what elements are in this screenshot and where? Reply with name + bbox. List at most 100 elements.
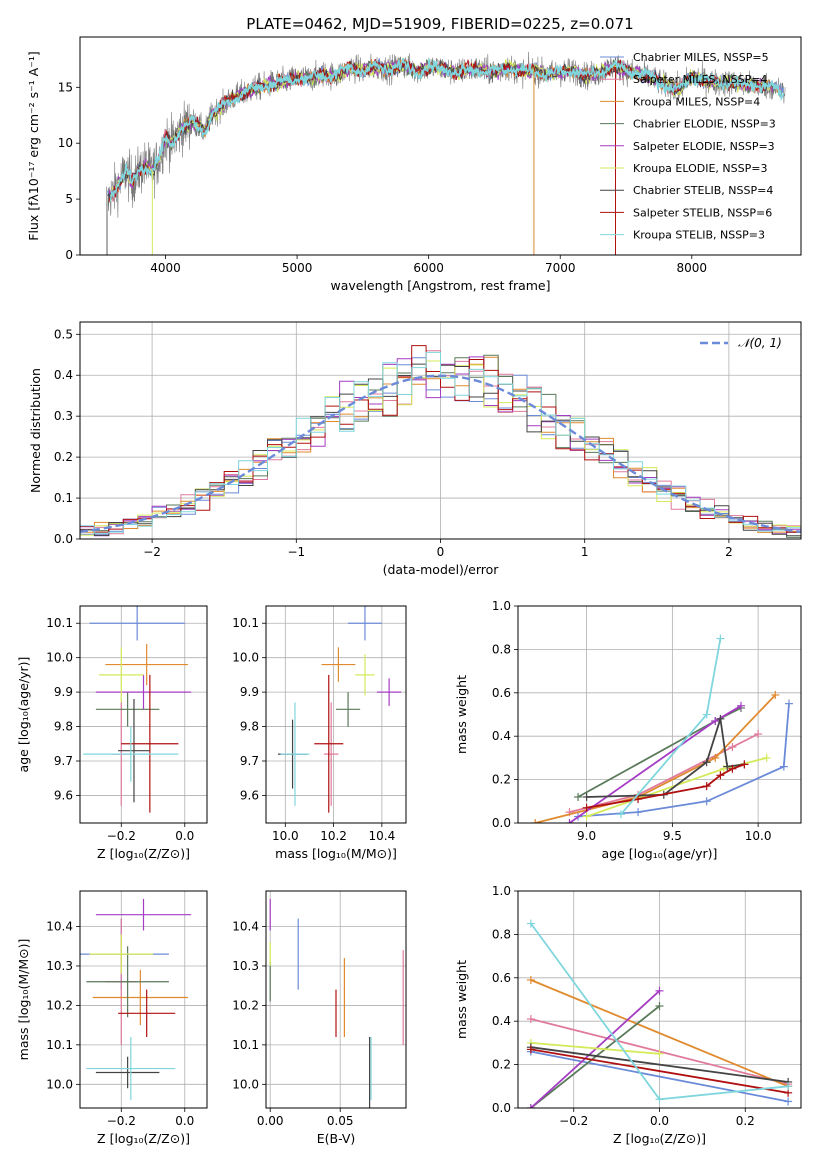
error-cross-point [83, 726, 179, 782]
y-tick-label: 0.6 [492, 971, 511, 985]
plus-marker [702, 710, 711, 719]
x-tick-label: 9.0 [577, 829, 596, 843]
y-axis-label: mass weight [454, 675, 469, 754]
normal-curve-line [80, 374, 801, 533]
axes-frame [265, 890, 407, 1109]
plus-marker [634, 808, 643, 817]
x-tick-label: 0.2 [736, 1114, 755, 1128]
plus-marker [716, 714, 725, 723]
error-cross-point [86, 946, 169, 1018]
x-axis-label: mass [log₁₀(M/M⊙)] [275, 846, 397, 861]
error-cross-point [95, 898, 192, 931]
plus-marker [711, 717, 720, 726]
plus-marker [723, 762, 732, 771]
plus-marker [655, 1002, 664, 1011]
y-tick-label: 10.0 [232, 651, 259, 665]
plus-marker [716, 634, 725, 643]
plus-marker [784, 699, 793, 708]
y-tick-label: 10.0 [46, 651, 73, 665]
mass-weight-line [530, 1046, 789, 1083]
mass-weight-line [569, 733, 759, 813]
x-tick-label: 2 [725, 545, 733, 559]
y-tick-label: 10.2 [46, 998, 73, 1012]
x-axis-label: (data-model)/error [383, 562, 500, 577]
plus-marker [526, 1015, 535, 1024]
legend-entry: Kroupa MILES, NSSP=4 [633, 95, 760, 108]
x-axis-label: Z [log₁₀(Z/Z⊙)] [613, 1131, 706, 1146]
x-tick-label: 10.0 [745, 829, 772, 843]
plus-marker [716, 771, 725, 780]
y-tick-label: 10.3 [46, 959, 73, 973]
plus-marker [526, 1045, 535, 1054]
age-vs-Z-panel: −0.2 0.0 9.6 9.7 9.8 9.9 10.0 10.1 Z [log₁₀(Z/Z⊙… [16, 605, 208, 861]
x-tick-label: 8000 [677, 261, 708, 275]
y-tick-label: 10.0 [232, 1077, 259, 1091]
age-vs-Z-plot-area [83, 606, 192, 813]
y-tick-label: 10.3 [232, 959, 259, 973]
plus-marker [784, 1082, 793, 1091]
y-tick-label: 0.4 [492, 729, 511, 743]
model-fit-line [109, 58, 785, 202]
mass-weight-line [586, 718, 745, 798]
legend-entry: Chabrier ELODIE, NSSP=3 [633, 118, 776, 131]
error-cross-point [105, 643, 188, 686]
plus-marker [754, 730, 763, 739]
y-tick-label: 9.6 [54, 788, 73, 802]
x-tick-label: 4000 [150, 261, 181, 275]
y-tick-label: 15 [58, 80, 73, 94]
plus-marker [526, 919, 535, 928]
legend-entry: Chabrier STELIB, NSSP=4 [633, 184, 773, 197]
x-tick-label: 10.2 [320, 829, 347, 843]
x-tick-label: −0.2 [559, 1114, 588, 1128]
residual-histogram-plot-area [80, 345, 801, 538]
y-tick-label: 9.9 [54, 685, 73, 699]
plus-marker [728, 764, 737, 773]
spectrum-plot-area [106, 51, 786, 255]
legend-entry: Salpeter ELODIE, NSSP=3 [633, 140, 775, 153]
x-tick-label: 0.0 [650, 1114, 669, 1128]
y-tick-label: 0.6 [492, 686, 511, 700]
y-tick-label: 0.2 [492, 1058, 511, 1072]
x-axis-label: E(B-V) [317, 1131, 356, 1146]
error-cross-point [118, 699, 150, 803]
axes-frame [265, 605, 407, 824]
y-tick-label: 10.0 [46, 1077, 73, 1091]
error-cross-point [89, 606, 185, 641]
massweight-vs-age-panel: 9.0 9.5 10.0 0.0 0.2 0.4 0.6 0.8 1.0 age [log₁₀(a… [454, 599, 802, 861]
x-axis-label: Z [log₁₀(Z/Z⊙)] [97, 1131, 190, 1146]
age-vs-mass-panel: 10.0 10.2 10.4 9.6 9.7 9.8 9.9 10.0 10.1 mass [lo… [232, 605, 407, 861]
plus-marker [702, 758, 711, 767]
y-tick-label: 10 [58, 136, 73, 150]
massweight-vs-Z-panel: −0.2 0.0 0.2 0.0 0.2 0.4 0.6 0.8 1.0 Z [log₁₀(Z/Z… [454, 884, 802, 1146]
legend-entry: 𝒩(0, 1) [738, 336, 782, 350]
age-vs-mass-plot-area [278, 606, 402, 813]
y-tick-label: 0.0 [492, 816, 511, 830]
error-cross-point [92, 969, 188, 1026]
axes-frame [517, 890, 802, 1109]
error-cross-point [336, 692, 361, 727]
y-tick-label: 0.4 [54, 368, 73, 382]
plus-marker [779, 762, 788, 771]
error-cross-point [321, 647, 356, 682]
y-tick-label: 10.4 [46, 920, 73, 934]
y-tick-label: 9.7 [54, 754, 73, 768]
legend-entry: Kroupa STELIB, NSSP=3 [633, 229, 765, 242]
axes-frame [79, 605, 208, 824]
residual-histogram-step [80, 351, 801, 534]
y-tick-label: 10.1 [46, 1038, 73, 1052]
x-tick-label: −2 [143, 545, 161, 559]
y-tick-label: 0.2 [492, 773, 511, 787]
y-tick-label: 9.9 [240, 685, 259, 699]
error-cross-point [89, 934, 154, 974]
mass-weight-line [530, 1050, 789, 1103]
y-tick-label: 10.1 [46, 616, 73, 630]
plus-marker [740, 760, 749, 769]
figure-title: PLATE=0462, MJD=51909, FIBERID=0225, z=0… [246, 15, 633, 33]
x-tick-label: −1 [287, 545, 305, 559]
axes-frame [79, 890, 208, 1109]
plus-marker [655, 1095, 664, 1104]
axes-frame [79, 321, 802, 540]
plus-marker [655, 986, 664, 995]
y-tick-label: 0.0 [54, 532, 73, 546]
